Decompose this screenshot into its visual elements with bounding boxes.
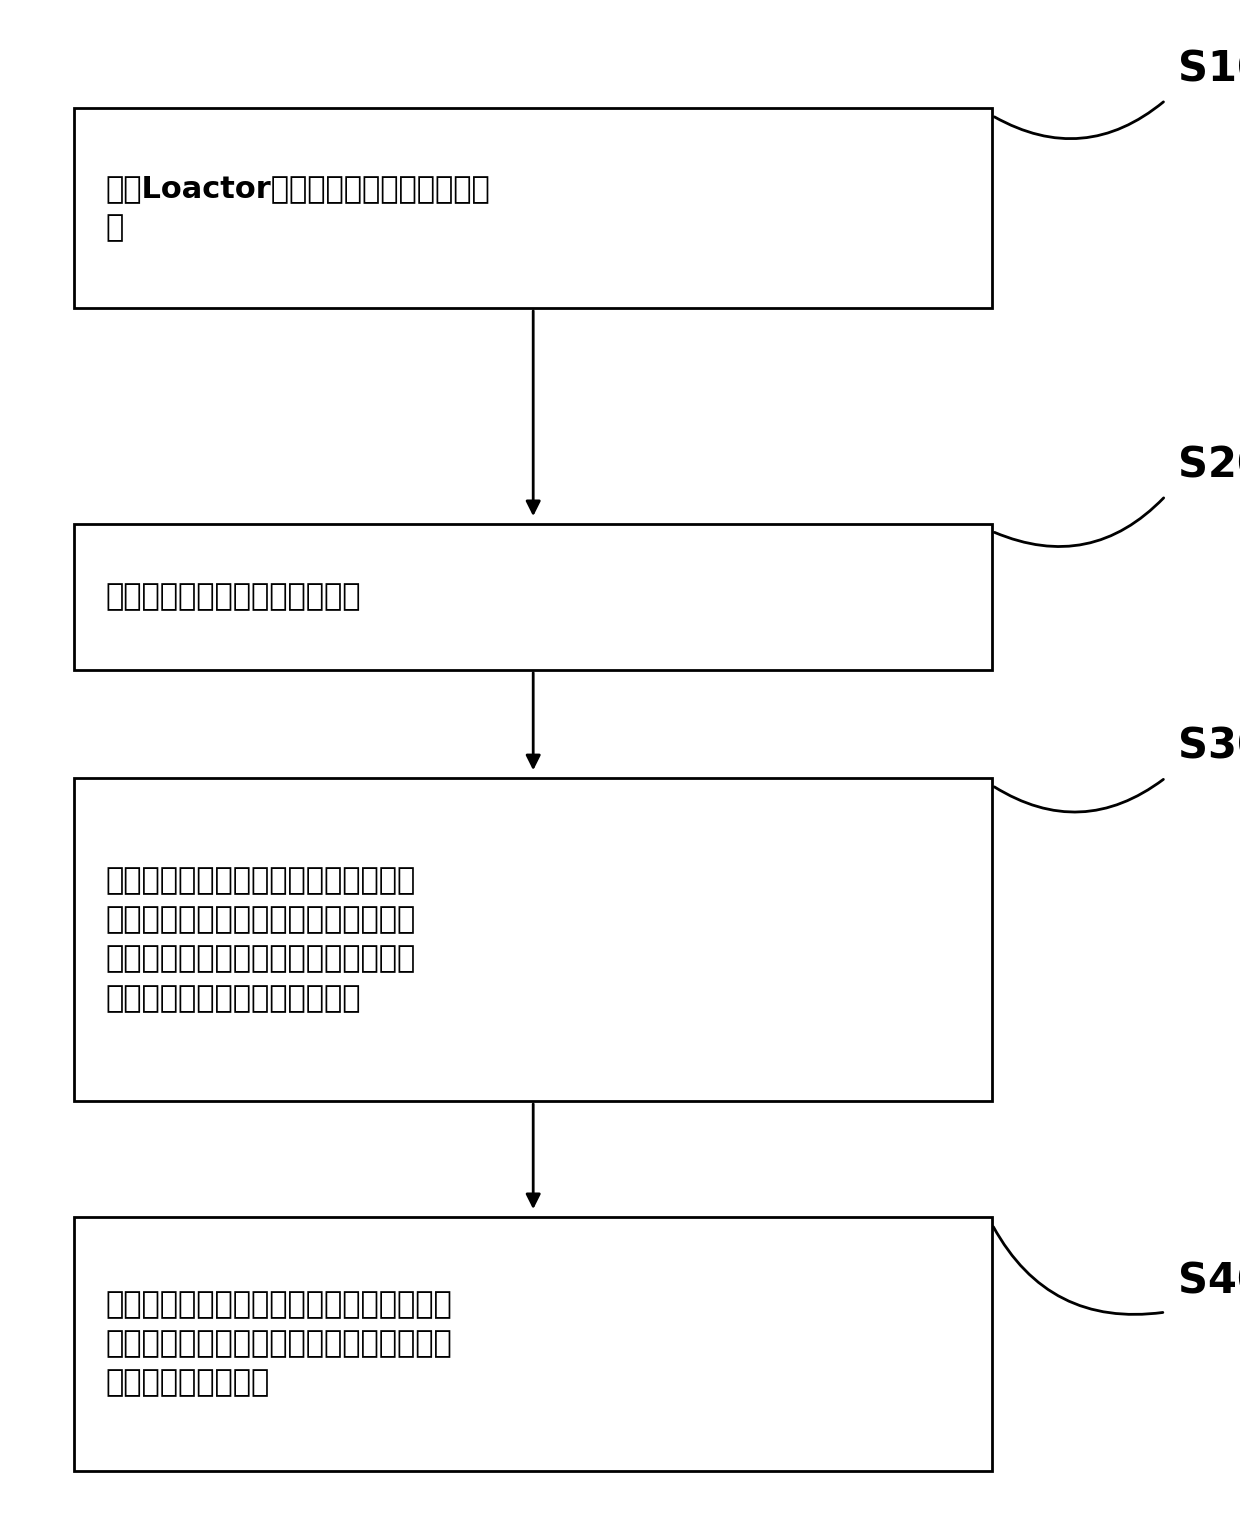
Text: 以组合件数据信息进行编程运算，使用编程
运算控制机床进行加工，加工完成后得到种
植杆和附着体组合件: 以组合件数据信息进行编程运算，使用编程 运算控制机床进行加工，加工完成后得到种 … <box>105 1291 453 1397</box>
FancyBboxPatch shape <box>74 524 992 670</box>
Text: S400: S400 <box>1178 1260 1240 1303</box>
Text: S300: S300 <box>1178 725 1240 768</box>
FancyBboxPatch shape <box>74 1217 992 1471</box>
Text: 利用Loactor基台图，创建附着体数据信
息: 利用Loactor基台图，创建附着体数据信 息 <box>105 174 490 242</box>
Text: 调用所述附着体数据信息，把附着体按
种植牙方位分别设置在种植杆图上，形
成种植杆和附着体组合件整体图，以组
合件整体图生成组合件数据信息: 调用所述附着体数据信息，把附着体按 种植牙方位分别设置在种植杆图上，形 成种植杆… <box>105 865 415 1013</box>
Text: S200: S200 <box>1178 444 1240 487</box>
FancyBboxPatch shape <box>74 108 992 308</box>
Text: 获取种植牙信息，设计种植杆图: 获取种植牙信息，设计种植杆图 <box>105 582 361 611</box>
Text: S100: S100 <box>1178 48 1240 91</box>
FancyBboxPatch shape <box>74 778 992 1101</box>
